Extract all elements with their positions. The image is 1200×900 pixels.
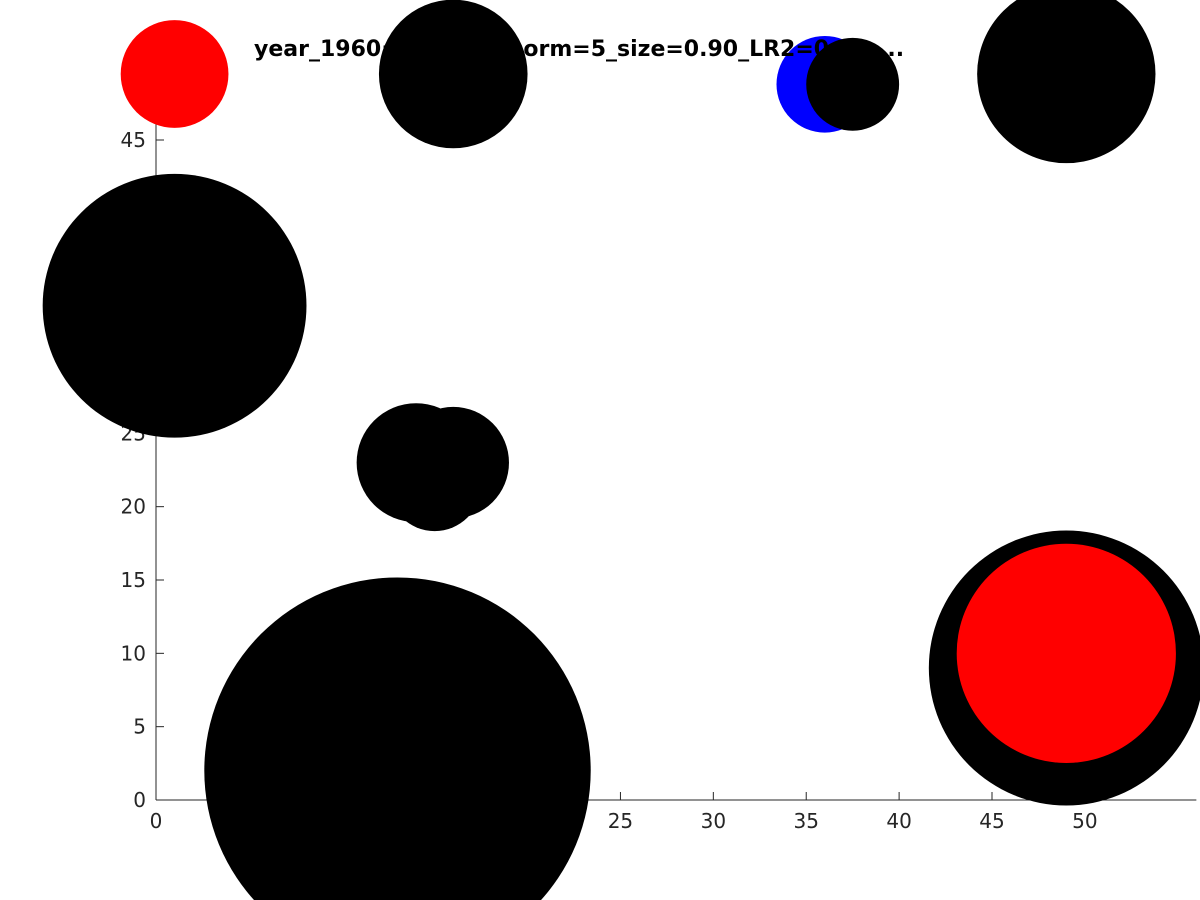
bubble-point [956, 543, 1176, 763]
bubble-point [835, 58, 888, 111]
chart-title: year_1960=... =500_norm=5_size=0.90_LR2=… [254, 37, 904, 62]
bubbles [42, 0, 1200, 900]
bubble-point [42, 173, 307, 438]
y-tick-label: 5 [133, 715, 146, 739]
y-tick-label: 45 [121, 128, 146, 152]
bubble-point [977, 0, 1156, 164]
bubble-point [378, 0, 528, 149]
x-tick-label: 45 [979, 809, 1004, 833]
x-tick-label: 0 [150, 809, 163, 833]
x-tick-label: 40 [886, 809, 911, 833]
bubble-point [388, 438, 482, 532]
bubble-point [204, 577, 591, 900]
y-tick-label: 15 [121, 568, 146, 592]
x-tick-label: 50 [1072, 809, 1097, 833]
y-tick-label: 20 [121, 495, 146, 519]
x-tick-label: 30 [701, 809, 726, 833]
y-tick-label: 10 [121, 641, 146, 665]
bubble-point [120, 20, 229, 128]
x-tick-label: 35 [793, 809, 818, 833]
x-tick-label: 25 [608, 809, 633, 833]
y-tick-label: 0 [133, 788, 146, 812]
